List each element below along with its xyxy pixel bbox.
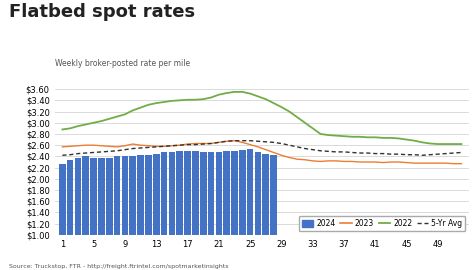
Bar xyxy=(153,154,160,235)
Bar xyxy=(67,160,73,235)
Bar xyxy=(75,158,82,235)
Bar xyxy=(200,152,207,235)
Bar xyxy=(263,154,269,235)
Text: Source: Truckstop, FTR - http://freight.ftrintel.com/spotmarketinsights: Source: Truckstop, FTR - http://freight.… xyxy=(9,264,229,269)
Bar xyxy=(161,153,167,235)
Bar xyxy=(137,155,144,235)
Bar xyxy=(106,157,113,235)
Bar xyxy=(91,157,97,235)
Text: Weekly broker-posted rate per mile: Weekly broker-posted rate per mile xyxy=(55,59,190,68)
Bar xyxy=(270,155,277,235)
Bar xyxy=(82,156,89,235)
Bar xyxy=(192,151,199,235)
Bar xyxy=(169,153,175,235)
Bar xyxy=(231,151,238,235)
Bar xyxy=(59,164,66,235)
Bar xyxy=(184,151,191,235)
Bar xyxy=(255,152,261,235)
Bar xyxy=(98,157,105,235)
Bar xyxy=(239,150,246,235)
Text: Flatbed spot rates: Flatbed spot rates xyxy=(9,3,196,21)
Bar xyxy=(208,153,214,235)
Bar xyxy=(223,151,230,235)
Legend: 2024, 2023, 2022, 5-Yr Avg: 2024, 2023, 2022, 5-Yr Avg xyxy=(299,216,465,231)
Bar xyxy=(216,152,222,235)
Bar xyxy=(176,151,183,235)
Bar xyxy=(122,156,128,235)
Bar xyxy=(129,156,136,235)
Bar xyxy=(145,155,152,235)
Bar xyxy=(114,156,120,235)
Bar xyxy=(247,149,254,235)
